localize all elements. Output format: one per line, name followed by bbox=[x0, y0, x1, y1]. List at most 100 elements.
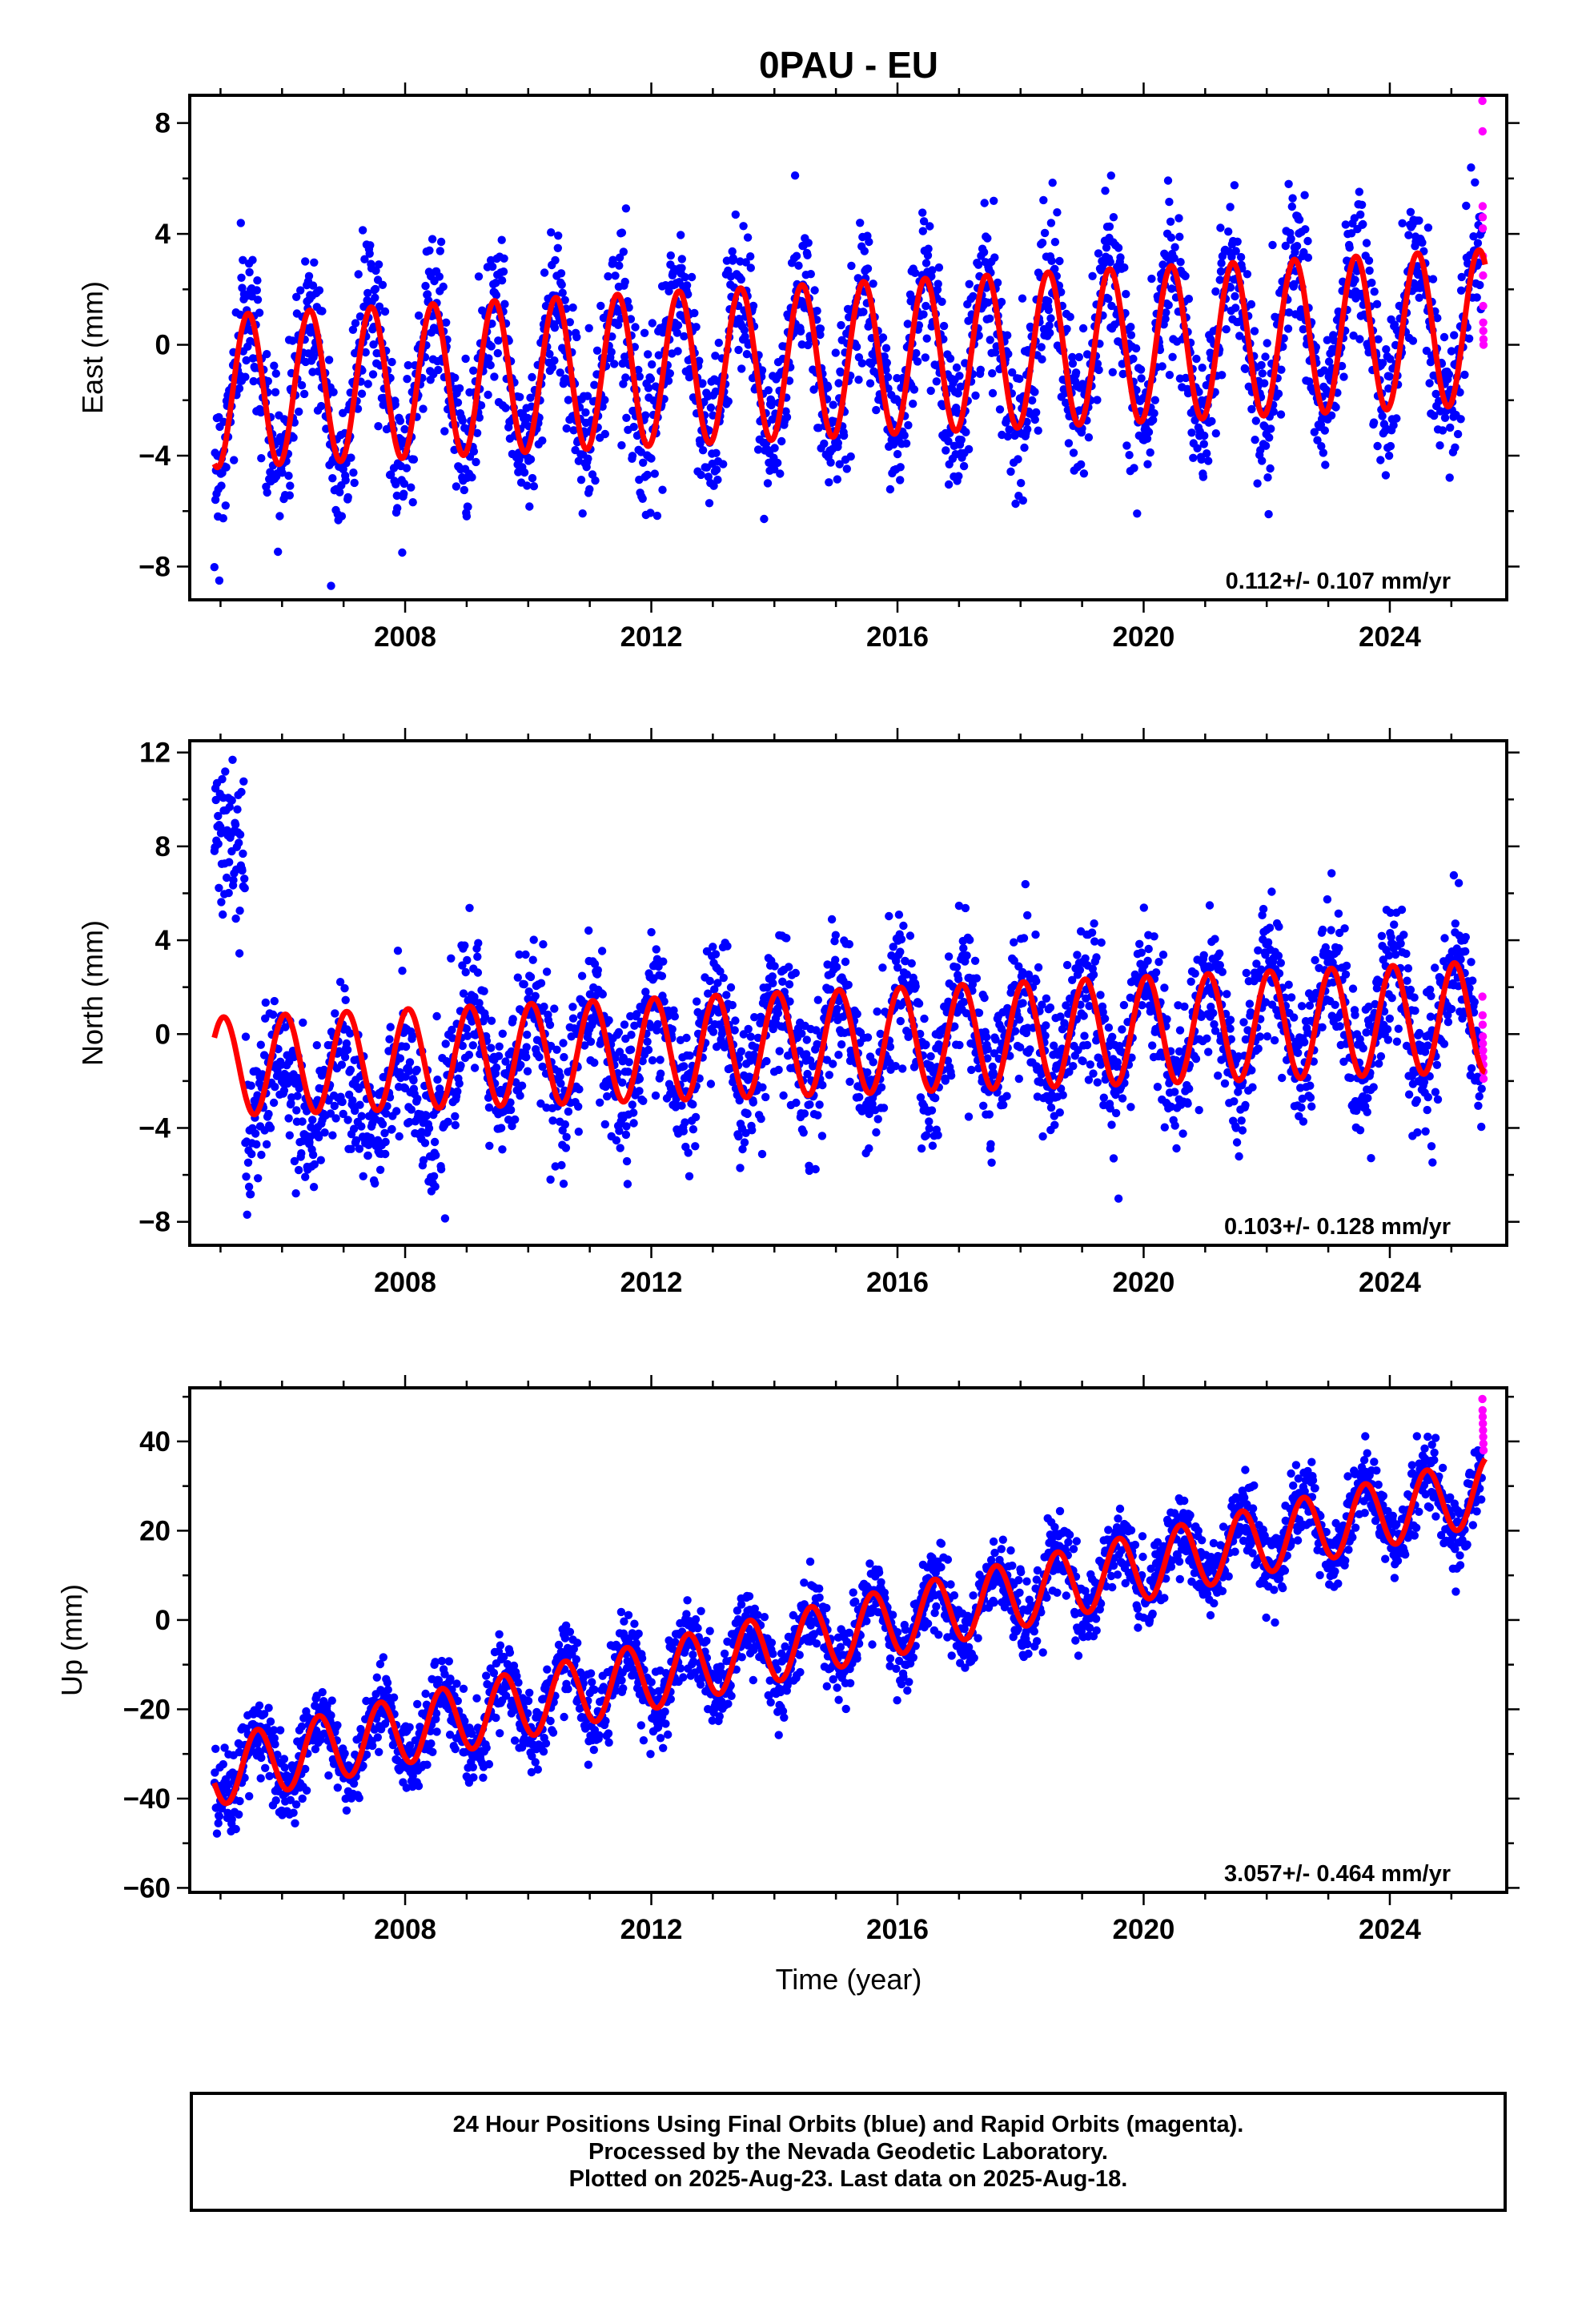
final-orbit-point bbox=[941, 1076, 950, 1085]
final-orbit-point bbox=[647, 454, 656, 463]
final-orbit-point bbox=[742, 350, 752, 359]
final-orbit-point bbox=[719, 460, 728, 468]
final-orbit-point bbox=[472, 457, 480, 467]
final-orbit-point bbox=[1162, 1015, 1171, 1024]
final-orbit-point bbox=[214, 839, 223, 849]
final-orbit-point bbox=[363, 288, 372, 298]
final-orbit-point bbox=[361, 348, 370, 357]
final-orbit-point bbox=[792, 1098, 801, 1108]
final-orbit-point bbox=[865, 1109, 873, 1119]
final-orbit-point bbox=[863, 264, 873, 273]
final-orbit-point bbox=[603, 1092, 612, 1101]
final-orbit-point bbox=[219, 910, 227, 919]
final-orbit-point bbox=[403, 375, 412, 384]
final-orbit-point bbox=[834, 1051, 843, 1059]
final-orbit-point bbox=[1192, 354, 1201, 364]
final-orbit-point bbox=[473, 968, 483, 977]
final-orbit-point bbox=[967, 1065, 976, 1075]
final-orbit-point bbox=[240, 883, 249, 893]
final-orbit-point bbox=[1444, 370, 1454, 379]
final-orbit-point bbox=[803, 340, 813, 350]
final-orbit-point bbox=[545, 349, 554, 359]
final-orbit-point bbox=[896, 463, 905, 472]
rapid-orbit-point bbox=[1478, 97, 1487, 106]
final-orbit-point bbox=[834, 379, 843, 388]
final-orbit-point bbox=[1267, 424, 1275, 433]
final-orbit-point bbox=[338, 1097, 347, 1107]
final-orbit-point bbox=[714, 338, 723, 348]
final-orbit-point bbox=[1040, 228, 1050, 238]
final-orbit-point bbox=[1464, 334, 1474, 343]
final-orbit-point bbox=[568, 1014, 578, 1023]
final-orbit-point bbox=[1118, 1025, 1126, 1034]
final-orbit-point bbox=[1081, 954, 1090, 963]
final-orbit-point bbox=[659, 957, 668, 966]
final-orbit-point bbox=[773, 1009, 783, 1018]
final-orbit-point bbox=[740, 326, 749, 335]
final-orbit-point bbox=[1385, 372, 1394, 381]
final-orbit-point bbox=[596, 1098, 604, 1108]
final-orbit-point bbox=[954, 389, 962, 398]
final-orbit-point bbox=[559, 1039, 568, 1047]
final-orbit-point bbox=[658, 485, 667, 494]
final-orbit-point bbox=[335, 978, 345, 987]
final-orbit-point bbox=[737, 1047, 745, 1056]
final-orbit-point bbox=[825, 1071, 834, 1080]
final-orbit-point bbox=[713, 979, 722, 987]
final-orbit-point bbox=[617, 228, 627, 237]
final-orbit-point bbox=[719, 973, 728, 983]
final-orbit-point bbox=[1292, 242, 1302, 251]
final-orbit-point bbox=[942, 446, 950, 455]
final-orbit-point bbox=[211, 795, 220, 805]
final-orbit-point bbox=[1319, 366, 1329, 375]
y-tick-label: 8 bbox=[155, 108, 171, 139]
final-orbit-point bbox=[343, 1045, 352, 1055]
final-orbit-point bbox=[690, 308, 699, 318]
final-orbit-point bbox=[673, 328, 681, 337]
final-orbit-point bbox=[1106, 258, 1114, 267]
final-orbit-point bbox=[1062, 324, 1071, 333]
final-orbit-point bbox=[1094, 249, 1103, 258]
final-orbit-point bbox=[1197, 1012, 1206, 1022]
final-orbit-point bbox=[731, 1016, 740, 1025]
final-orbit-point bbox=[810, 286, 819, 295]
final-orbit-point bbox=[1450, 331, 1459, 340]
final-orbit-point bbox=[239, 777, 248, 786]
final-orbit-point bbox=[472, 428, 482, 437]
final-orbit-point bbox=[1220, 1079, 1230, 1088]
final-orbit-point bbox=[360, 255, 369, 263]
final-orbit-point bbox=[1415, 293, 1423, 302]
final-orbit-point bbox=[1372, 300, 1382, 308]
final-orbit-point bbox=[293, 1092, 302, 1100]
final-orbit-point bbox=[677, 231, 685, 239]
final-orbit-point bbox=[1038, 355, 1046, 364]
final-orbit-point bbox=[692, 323, 701, 332]
y-tick-label: −4 bbox=[139, 440, 171, 472]
final-orbit-point bbox=[905, 290, 915, 299]
final-orbit-point bbox=[628, 452, 637, 460]
final-orbit-point bbox=[873, 1115, 882, 1124]
final-orbit-point bbox=[308, 1116, 317, 1124]
final-orbit-point bbox=[240, 875, 249, 883]
final-orbit-point bbox=[374, 422, 383, 431]
final-orbit-point bbox=[716, 967, 725, 976]
final-orbit-point bbox=[236, 219, 245, 227]
final-orbit-point bbox=[1250, 327, 1259, 336]
final-orbit-point bbox=[1313, 436, 1322, 444]
final-orbit-point bbox=[281, 1023, 290, 1031]
final-orbit-point bbox=[1010, 956, 1018, 965]
final-orbit-point bbox=[902, 970, 912, 979]
final-orbit-point bbox=[1305, 377, 1314, 386]
final-orbit-point bbox=[1209, 1008, 1218, 1018]
final-orbit-point bbox=[1131, 344, 1141, 353]
final-orbit-point bbox=[847, 261, 856, 271]
final-orbit-point bbox=[1161, 315, 1170, 324]
final-orbit-point bbox=[957, 436, 966, 444]
final-orbit-point bbox=[304, 271, 314, 280]
final-orbit-point bbox=[1010, 1027, 1020, 1035]
final-orbit-point bbox=[400, 479, 409, 489]
final-orbit-point bbox=[484, 1103, 494, 1112]
final-orbit-point bbox=[266, 468, 275, 476]
rapid-orbit-point bbox=[1478, 224, 1488, 233]
final-orbit-point bbox=[308, 281, 318, 290]
